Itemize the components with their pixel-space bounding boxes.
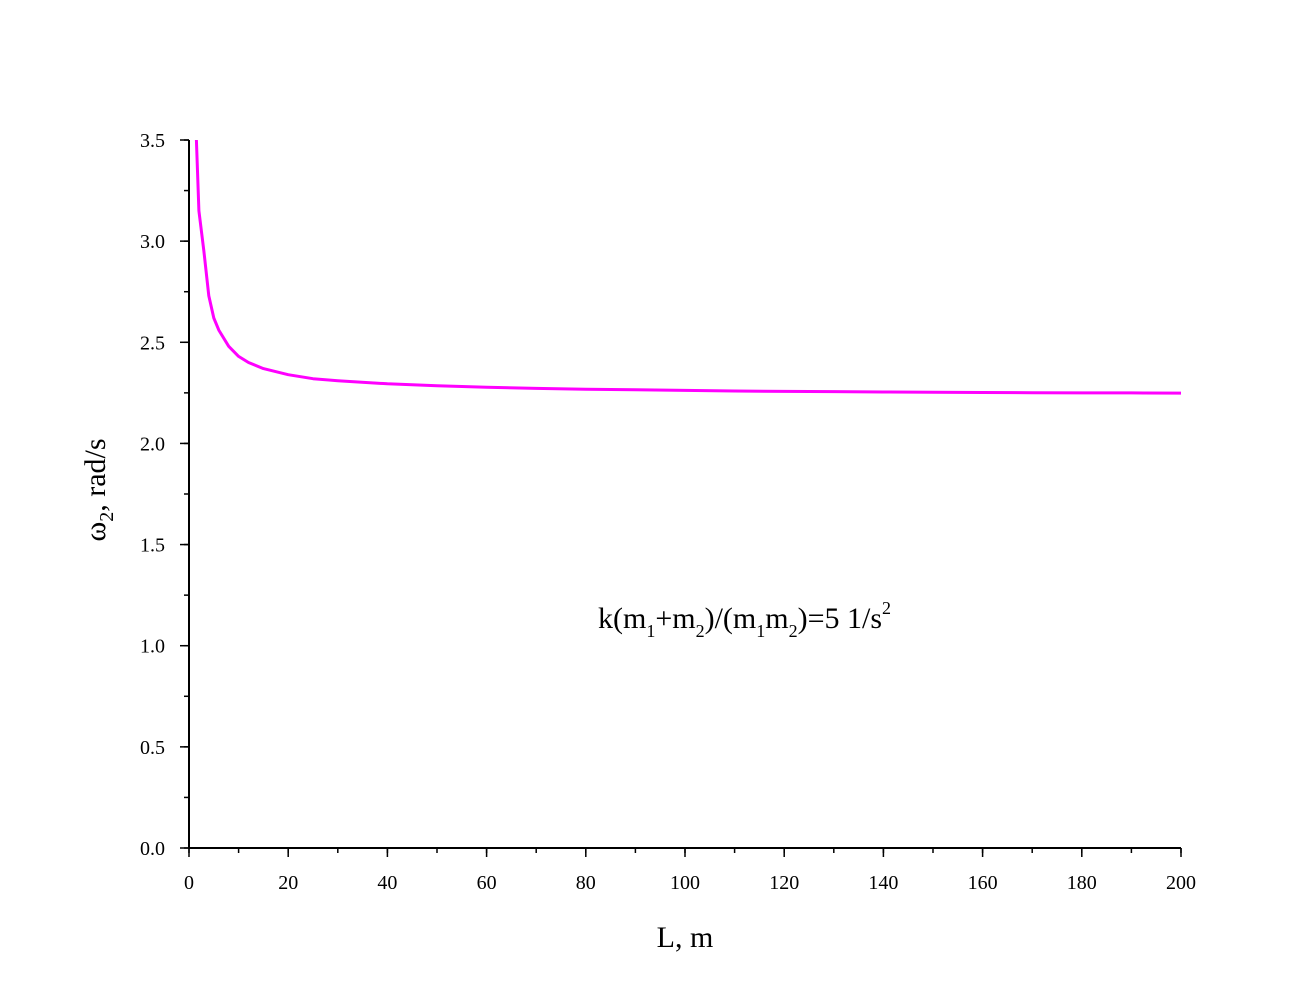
y-tick-label: 1.0: [140, 636, 165, 658]
annotation-part: m: [765, 602, 788, 635]
x-axis-title: L, m: [657, 921, 714, 954]
y-axis-title: ω2, rad/s: [79, 438, 118, 541]
annotation-part: k(m: [598, 602, 646, 635]
annotation-part: )/(m: [705, 602, 757, 635]
y-tick-label: 0.0: [140, 838, 165, 860]
annotation-part: 1: [646, 621, 655, 641]
x-tick-label: 20: [278, 872, 298, 894]
x-tick-label: 0: [184, 872, 194, 894]
x-tick-label: 180: [1067, 872, 1097, 894]
y-tick-label: 2.0: [140, 433, 165, 455]
y-tick-label: 2.5: [140, 332, 165, 354]
x-tick-label: 60: [477, 872, 497, 894]
series-line: [194, 139, 1182, 395]
y-tick-label: 3.0: [140, 231, 165, 253]
axes: [188, 140, 1181, 849]
y-tick-label: 3.5: [140, 130, 165, 152]
y-tick-label: 1.5: [140, 535, 165, 557]
annotation-part: 2: [789, 621, 798, 641]
y-tick-label: 0.5: [140, 737, 165, 759]
annotation-part: 2: [696, 621, 705, 641]
y-axis-title-base: ω: [79, 522, 112, 542]
y-axis-title-rest: , rad/s: [79, 438, 112, 511]
x-tick-label: 160: [968, 872, 998, 894]
x-tick-label: 100: [670, 872, 700, 894]
annotation-formula: k(m1+m2)/(m1m2)=5 1/s2: [598, 598, 891, 641]
x-tick-label: 140: [868, 872, 898, 894]
y-ticks: 0.0 0.5 1.0 1.5 2.0 2.5 3.0 3.5: [140, 130, 189, 860]
x-tick-label: 200: [1166, 872, 1196, 894]
x-tick-label: 80: [576, 872, 596, 894]
y-axis-title-sub: 2: [96, 512, 118, 522]
x-tick-label: 40: [377, 872, 397, 894]
x-tick-label: 120: [769, 872, 799, 894]
annotation-part: +m: [655, 602, 695, 635]
annotation-part: )=5 1/s: [798, 602, 882, 635]
annotation-part: 1: [756, 621, 765, 641]
x-ticks: 0 20 40 60 80 100 120 140 160 180 200: [184, 848, 1196, 894]
annotation-part: 2: [882, 598, 891, 618]
